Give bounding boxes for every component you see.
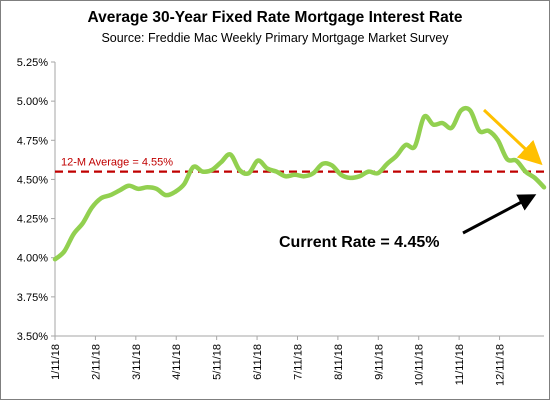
trend-arrow	[482, 108, 543, 166]
annotation-layer: Current Rate = 4.45%	[279, 108, 543, 251]
chart-subtitle: Source: Freddie Mac Weekly Primary Mortg…	[101, 31, 449, 45]
series-layer: 12-M Average = 4.55%	[52, 105, 547, 262]
y-tick-label: 3.75%	[17, 292, 48, 304]
y-tick-label: 4.25%	[17, 214, 48, 226]
axes: 3.50% 3.75% 4.00% 4.25% 4.50% 4.75% 5.00% 5.25%…	[17, 57, 544, 386]
average-label: 12-M Average = 4.55%	[61, 157, 173, 169]
y-tick-label: 3.50%	[17, 331, 48, 343]
x-tick-label: 7/11/18	[292, 344, 304, 380]
current-rate-label: Current Rate = 4.45%	[279, 234, 440, 251]
x-tick-label: 10/11/18	[414, 344, 426, 386]
chart-title: Average 30-Year Fixed Rate Mortgage Inte…	[87, 9, 463, 26]
y-tick-label: 5.25%	[17, 57, 48, 69]
x-tick-label: 6/11/18	[252, 344, 264, 380]
x-tick-label: 4/11/18	[171, 344, 183, 380]
current-rate-arrow	[462, 194, 537, 235]
y-tick-label: 4.00%	[17, 253, 48, 265]
x-tick-label: 11/11/18	[454, 344, 466, 385]
y-tick-label: 4.50%	[17, 174, 48, 186]
series-line	[52, 105, 547, 262]
y-tick-label: 4.75%	[17, 135, 48, 147]
x-tick-label: 1/11/18	[50, 344, 62, 380]
x-tick-label: 8/11/18	[333, 344, 345, 380]
x-tick-label: 5/11/18	[212, 344, 224, 380]
y-tick-label: 5.00%	[17, 96, 48, 108]
x-tick-label: 9/11/18	[373, 344, 385, 380]
x-tick-label: 12/11/18	[495, 344, 507, 386]
x-tick-label: 2/11/18	[90, 344, 102, 380]
x-tick-label: 3/11/18	[131, 344, 143, 380]
